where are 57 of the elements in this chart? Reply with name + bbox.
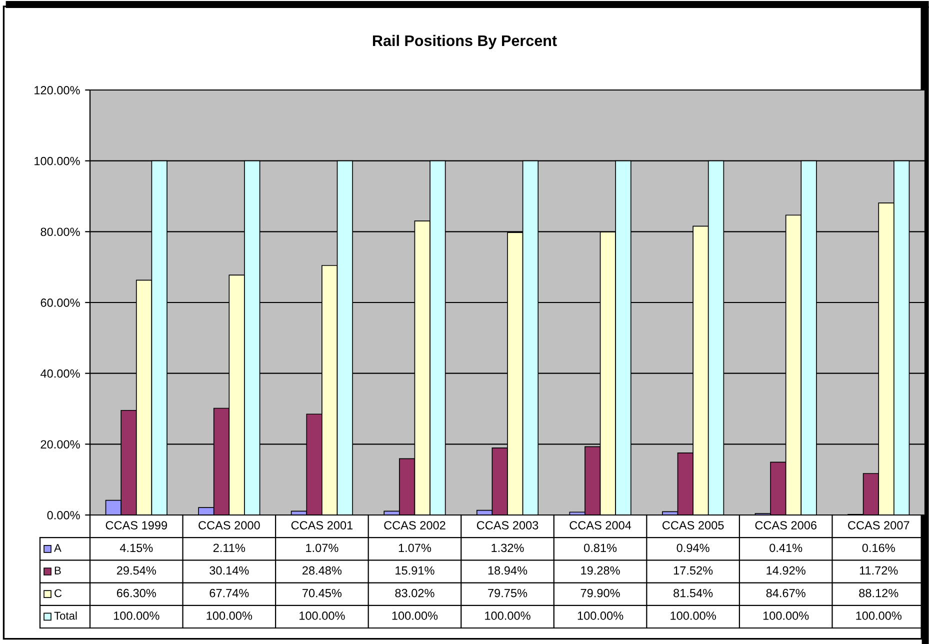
data-label: 11.72% (860, 566, 898, 575)
x-tick-label: CCAS 2004 (570, 521, 632, 530)
x-tick-label: CCAS 2005 (662, 521, 724, 530)
data-label: 0.16% (862, 544, 895, 552)
y-tick-label: 100.00% (34, 156, 80, 166)
data-label: 29.54% (116, 566, 156, 575)
data-label: 100.00% (485, 612, 530, 620)
y-tick-label: 60.00% (40, 298, 80, 307)
data-label: 81.54% (674, 588, 713, 598)
data-label: 100.00% (114, 612, 160, 620)
data-label: 1.07% (306, 544, 338, 552)
legend-label: B (54, 566, 61, 574)
y-tick-label: 20.00% (40, 440, 80, 449)
data-label: 19.28% (581, 566, 620, 575)
data-label: 1.32% (492, 544, 524, 552)
data-label: 100.00% (206, 612, 252, 620)
data-label: 100.00% (856, 612, 902, 620)
data-label: 88.12% (859, 588, 898, 598)
data-label: 70.45% (302, 588, 342, 598)
x-tick-label: CCAS 1999 (106, 521, 167, 530)
legend-label: C (54, 589, 62, 598)
x-tick-label: CCAS 2006 (755, 521, 816, 530)
x-tick-label: CCAS 2003 (476, 521, 538, 530)
data-label: 84.67% (766, 588, 806, 598)
data-label: 100.00% (578, 612, 624, 620)
data-label: 83.02% (395, 588, 434, 598)
data-label: 14.92% (766, 566, 806, 575)
data-label: 0.81% (584, 544, 617, 552)
y-tick-label: 80.00% (40, 228, 80, 236)
chart-title: Rail Positions By Percent (372, 34, 557, 50)
data-label: 66.30% (116, 588, 156, 598)
data-label: 30.14% (210, 566, 249, 575)
legend-label: A (54, 544, 62, 552)
data-label: 18.94% (488, 566, 528, 575)
data-label: 100.00% (392, 612, 438, 620)
data-label: 79.75% (488, 588, 528, 598)
data-label: 0.41% (770, 544, 802, 552)
x-tick-label: CCAS 2000 (198, 521, 260, 530)
data-label: 100.00% (670, 612, 716, 620)
data-label: 2.11% (213, 544, 246, 552)
data-label: 67.74% (210, 588, 249, 598)
x-tick-label: CCAS 2001 (291, 521, 353, 530)
y-tick-label: 120.00% (34, 86, 80, 94)
data-label: 100.00% (300, 612, 345, 620)
data-label: 17.52% (674, 566, 713, 575)
y-tick-label: 40.00% (40, 369, 80, 378)
data-label: 0.94% (676, 544, 710, 552)
data-label: 100.00% (763, 612, 809, 620)
x-tick-label: CCAS 2007 (848, 521, 910, 530)
legend-label: Total (54, 612, 77, 620)
y-tick-label: 0.00% (47, 511, 80, 520)
data-label: 4.15% (120, 544, 153, 552)
x-tick-label: CCAS 2002 (384, 521, 446, 530)
data-label: 1.07% (398, 544, 432, 552)
data-label: 28.48% (302, 566, 342, 575)
data-label: 15.91% (396, 566, 434, 575)
data-label: 79.90% (580, 588, 620, 598)
